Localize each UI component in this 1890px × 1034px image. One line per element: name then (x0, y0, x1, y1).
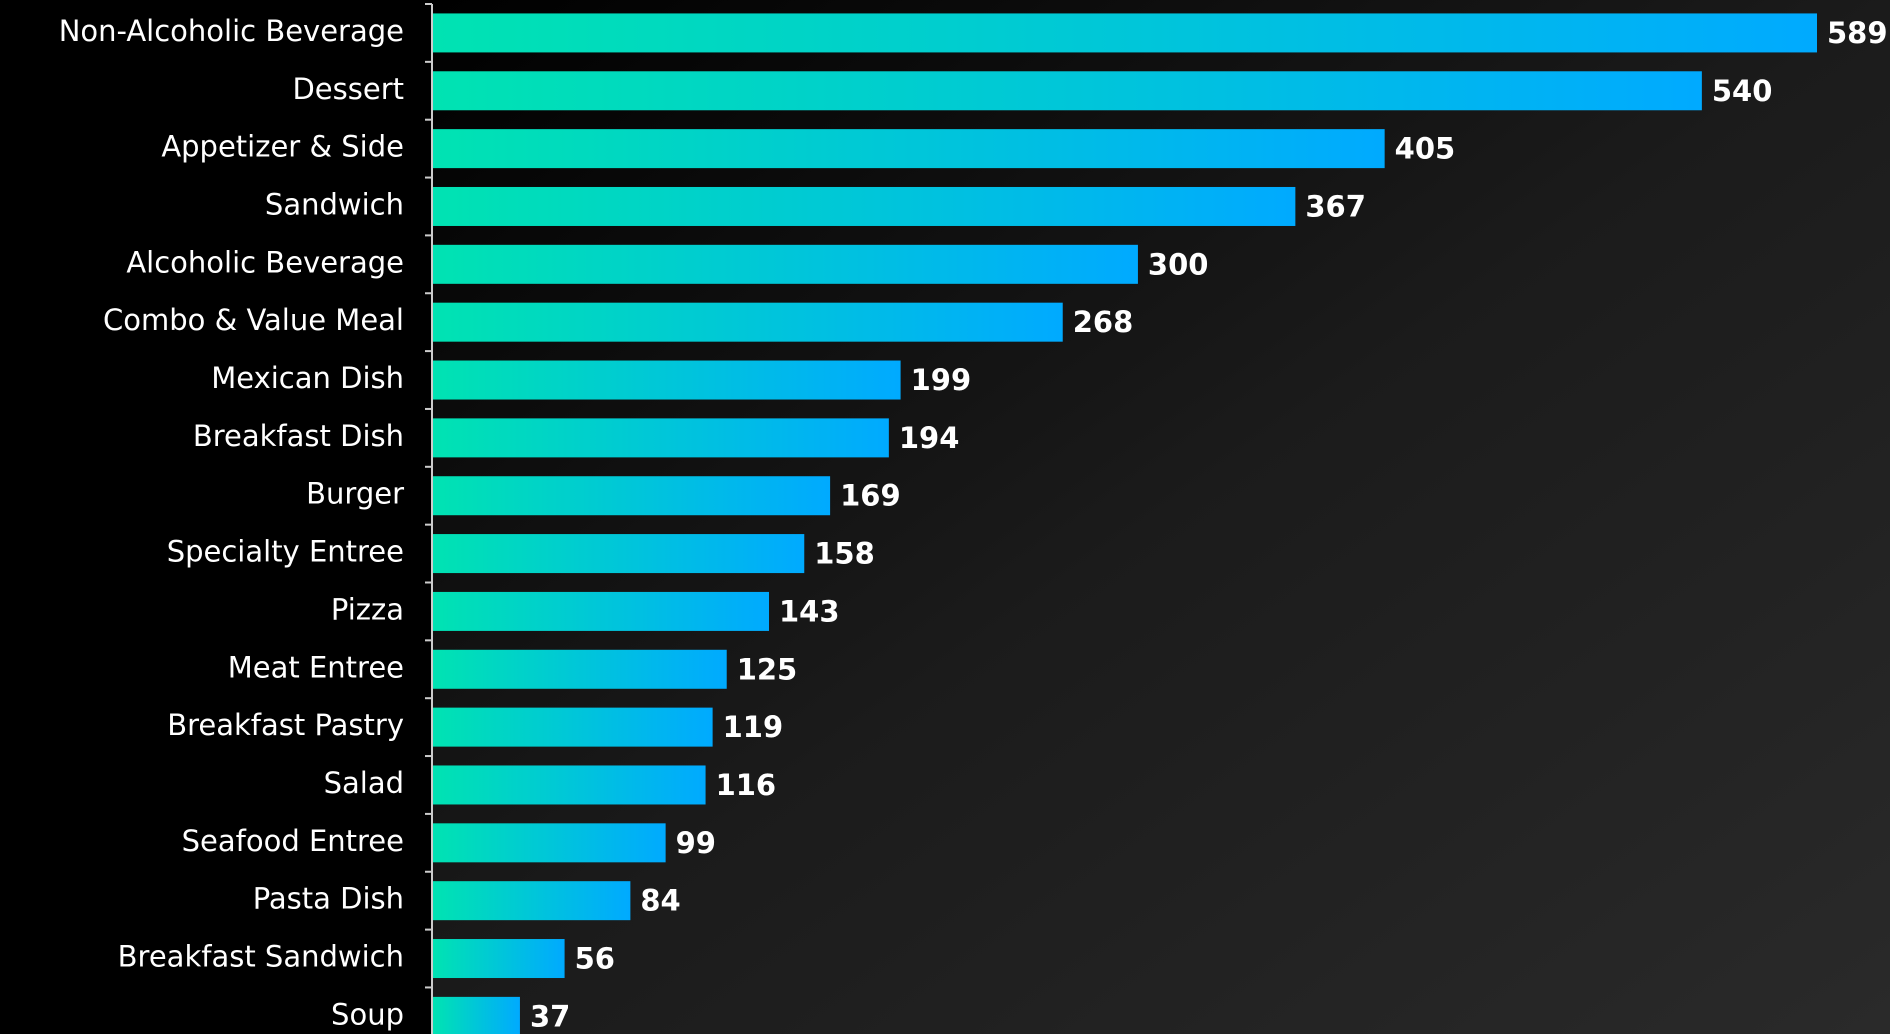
value-label: 405 (1395, 132, 1456, 166)
value-label: 540 (1712, 74, 1773, 108)
category-label: Non-Alcoholic Beverage (59, 14, 404, 48)
category-label: Breakfast Sandwich (118, 940, 404, 974)
bar (433, 939, 565, 979)
value-label: 99 (676, 826, 716, 860)
category-label: Breakfast Pastry (167, 708, 404, 742)
value-label: 143 (779, 594, 840, 628)
bar (433, 71, 1702, 111)
value-label: 199 (911, 363, 972, 397)
category-label: Pasta Dish (253, 882, 404, 916)
value-label: 158 (814, 537, 875, 571)
bar (433, 649, 727, 689)
bar (433, 765, 706, 805)
bar (433, 13, 1817, 53)
category-label: Alcoholic Beverage (126, 245, 404, 279)
background-photo (432, 0, 1890, 1034)
value-label: 116 (716, 768, 777, 802)
category-label: Breakfast Dish (193, 419, 404, 453)
bar (433, 186, 1296, 226)
bar (433, 302, 1063, 342)
category-label: Salad (324, 766, 404, 800)
category-label: Seafood Entree (182, 824, 404, 858)
value-label: 589 (1827, 16, 1888, 50)
bar (433, 476, 831, 516)
bar (433, 129, 1385, 169)
bar (433, 707, 713, 747)
category-label: Dessert (292, 72, 404, 106)
category-label: Burger (306, 477, 404, 511)
value-label: 56 (575, 942, 615, 976)
category-label: Pizza (331, 592, 404, 626)
bar (433, 244, 1138, 284)
category-label: Meat Entree (228, 650, 404, 684)
category-label: Combo & Value Meal (103, 303, 404, 337)
bar (433, 996, 520, 1034)
category-label: Sandwich (265, 187, 404, 221)
value-label: 37 (530, 999, 570, 1033)
bar (433, 591, 770, 631)
label-panel (0, 0, 432, 1034)
value-label: 194 (899, 421, 960, 455)
category-label: Specialty Entree (167, 535, 404, 569)
bar (433, 534, 805, 574)
bar (433, 360, 901, 400)
value-label: 125 (737, 652, 798, 686)
value-label: 268 (1073, 305, 1134, 339)
value-label: 169 (840, 479, 901, 513)
category-label: Mexican Dish (211, 361, 404, 395)
value-label: 84 (640, 884, 680, 918)
bar (433, 823, 666, 863)
value-label: 119 (723, 710, 784, 744)
category-label: Soup (331, 997, 404, 1031)
bar (433, 881, 631, 921)
category-label: Appetizer & Side (161, 130, 404, 164)
bar (433, 418, 889, 458)
value-label: 367 (1305, 189, 1366, 223)
value-label: 300 (1148, 247, 1209, 281)
